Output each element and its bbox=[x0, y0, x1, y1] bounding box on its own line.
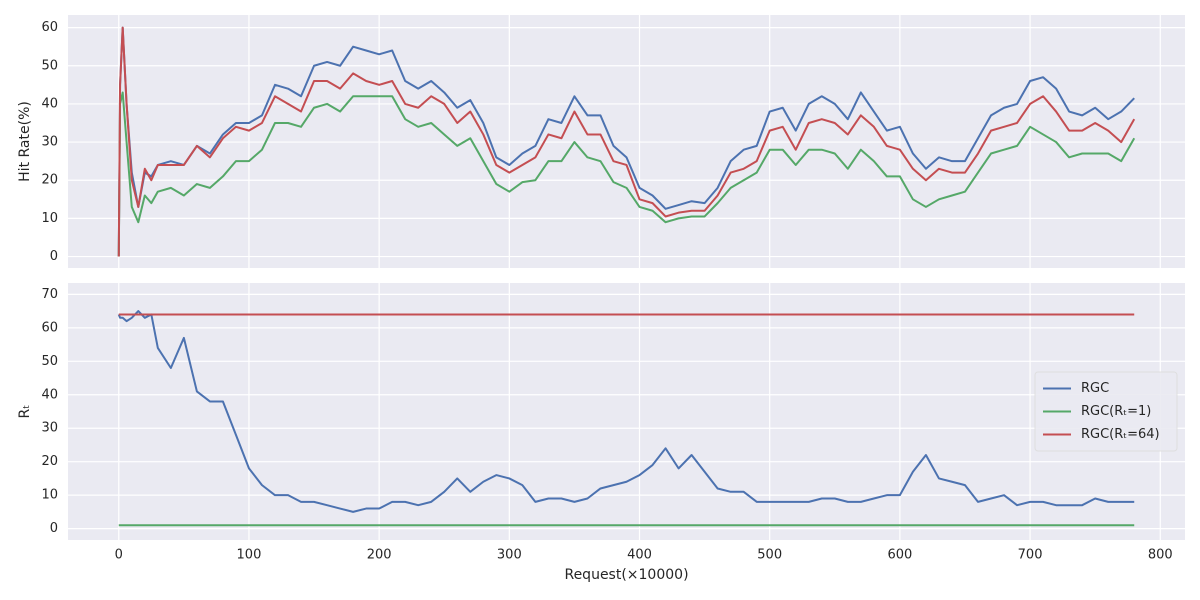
y-tick-label: 0 bbox=[50, 521, 58, 536]
y-tick-label: 10 bbox=[41, 211, 58, 226]
legend-label: RGC(Rₜ=1) bbox=[1081, 404, 1151, 419]
x-tick-label: 600 bbox=[887, 548, 912, 563]
y-axis-label: Rₜ bbox=[17, 405, 33, 419]
y-tick-label: 20 bbox=[41, 173, 58, 188]
y-tick-label: 50 bbox=[41, 58, 58, 73]
x-tick-label: 300 bbox=[497, 548, 522, 563]
x-tick-label: 800 bbox=[1148, 548, 1173, 563]
series-line bbox=[117, 26, 1136, 257]
y-tick-label: 30 bbox=[41, 135, 58, 150]
y-tick-label: 60 bbox=[41, 320, 58, 335]
y-tick-label: 40 bbox=[41, 387, 58, 402]
y-tick-label: 20 bbox=[41, 454, 58, 469]
legend-box bbox=[1034, 371, 1178, 452]
y-tick-label: 70 bbox=[41, 287, 58, 302]
y-tick-label: 30 bbox=[41, 421, 58, 436]
series-line bbox=[117, 310, 1135, 513]
x-tick-label: 0 bbox=[115, 548, 123, 563]
y-tick-label: 60 bbox=[41, 20, 58, 35]
x-tick-label: 200 bbox=[367, 548, 392, 563]
y-tick-label: 10 bbox=[41, 488, 58, 503]
x-tick-label: 400 bbox=[627, 548, 652, 563]
plot-area bbox=[68, 283, 1185, 540]
y-tick-label: 40 bbox=[41, 96, 58, 111]
legend-label: RGC bbox=[1081, 381, 1109, 396]
legend-label: RGC(Rₜ=64) bbox=[1081, 427, 1160, 442]
y-axis-label: Hit Rate(%) bbox=[17, 101, 33, 182]
series-line bbox=[117, 26, 1135, 257]
series-line bbox=[117, 91, 1136, 257]
x-axis-label: Request(×10000) bbox=[564, 567, 688, 583]
y-tick-label: 50 bbox=[41, 354, 58, 369]
y-tick-label: 0 bbox=[50, 249, 58, 264]
legend: RGC RGC(Rₜ=1) RGC(Rₜ=64) bbox=[1034, 371, 1178, 452]
x-tick-label: 500 bbox=[757, 548, 782, 563]
x-tick-label: 700 bbox=[1018, 548, 1043, 563]
x-tick-label: 100 bbox=[237, 548, 262, 563]
